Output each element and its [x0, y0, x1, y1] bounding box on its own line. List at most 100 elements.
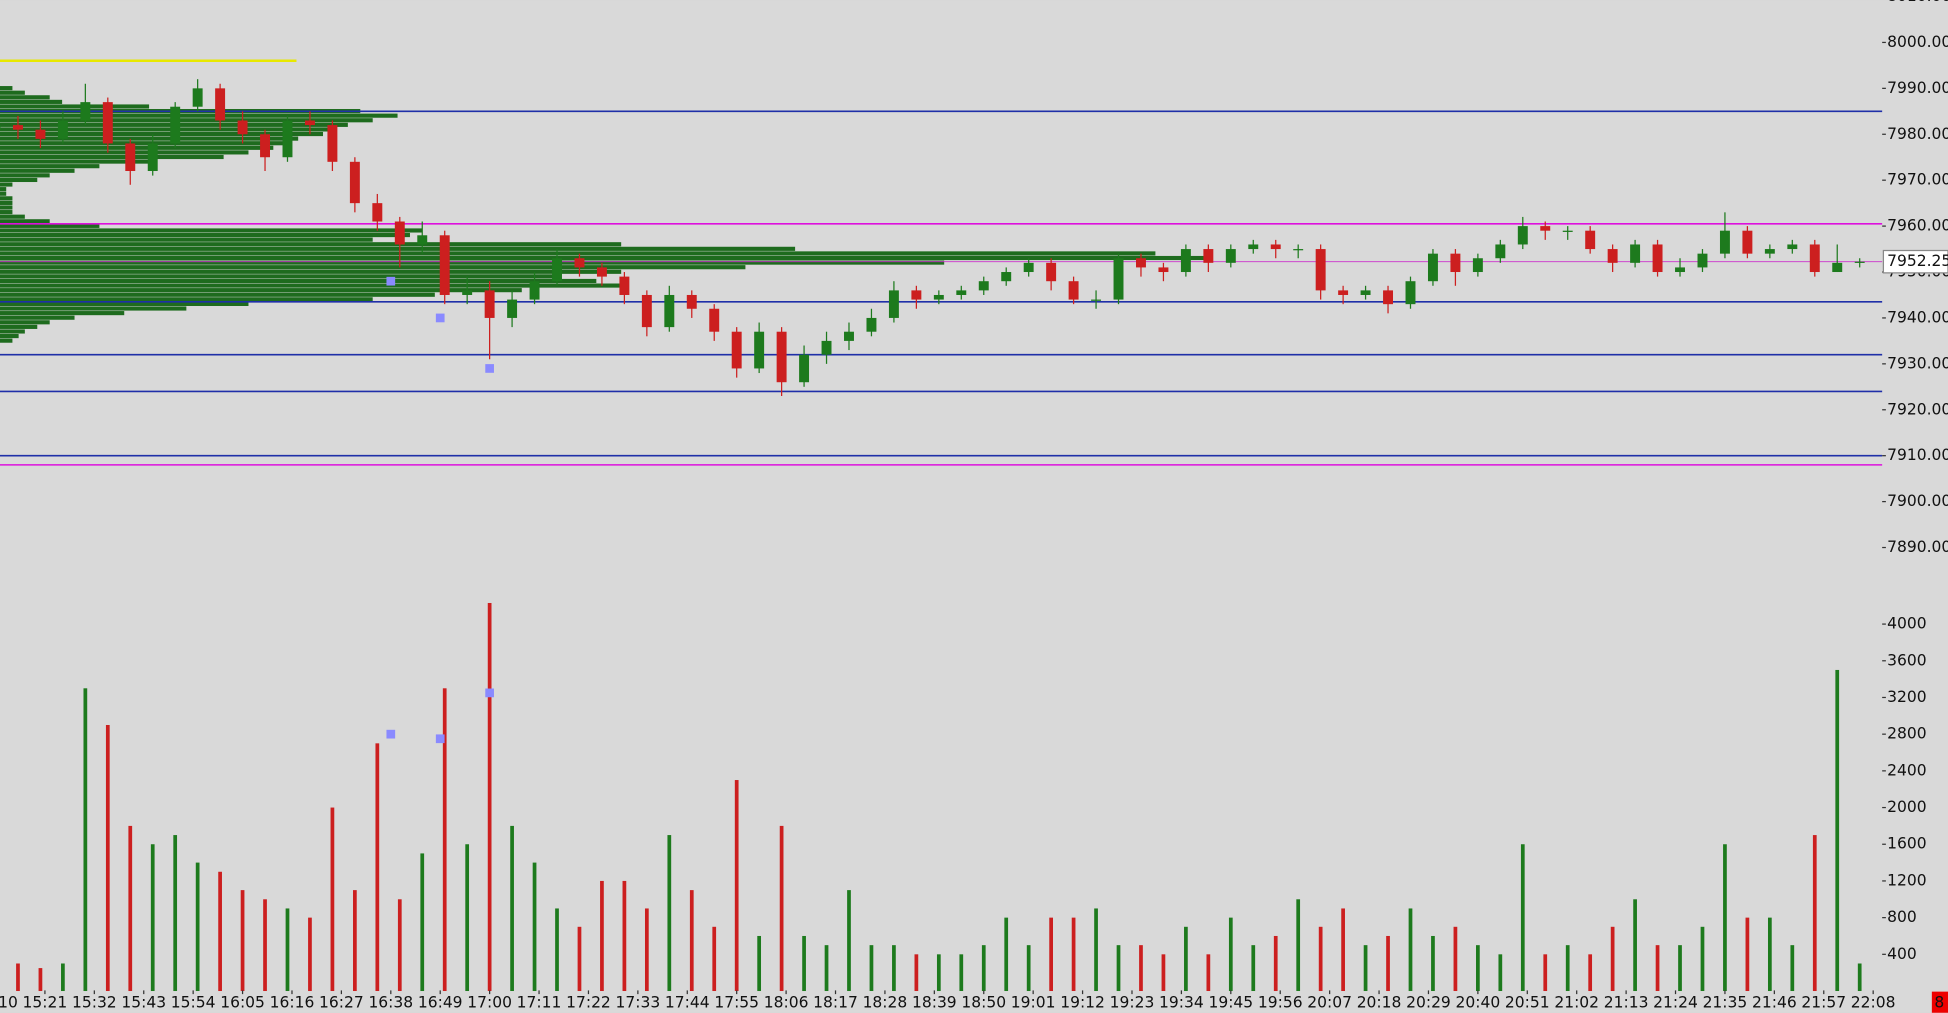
profile-bar: [0, 86, 13, 91]
volume-bar: [734, 780, 739, 992]
candle-body: [821, 340, 832, 355]
candle-body: [1540, 226, 1551, 231]
volume-bar: [1363, 945, 1368, 992]
profile-bar: [0, 187, 7, 192]
x-tick-label: 18:28: [863, 993, 908, 1011]
profile-bar: [0, 320, 50, 325]
x-tick-label: 17:00: [467, 993, 512, 1011]
profile-bar: [0, 260, 945, 265]
candle-body: [641, 294, 652, 328]
y-tick-label: 7990.00: [1887, 79, 1948, 97]
profile-bar: [0, 159, 150, 164]
profile-bar: [0, 251, 1156, 256]
candle-body: [282, 120, 293, 158]
volume-bar: [1116, 945, 1121, 992]
candle-body: [1450, 253, 1461, 273]
candle-body: [394, 221, 405, 245]
candle-body: [439, 235, 450, 295]
volume-bar: [1296, 899, 1301, 992]
profile-bar: [0, 297, 373, 302]
volume-bar: [16, 963, 20, 992]
volume-bar: [1431, 935, 1435, 992]
candle-body: [1427, 253, 1438, 282]
x-tick-label: 20:51: [1505, 993, 1550, 1011]
volume-bar: [308, 917, 312, 992]
candle-body: [933, 294, 944, 300]
profile-bar: [0, 90, 25, 95]
y-tick-label: 7910.00: [1887, 446, 1948, 464]
y-tick-label: 7890.00: [1887, 538, 1948, 556]
profile-bar: [0, 219, 50, 224]
profile-bar: [0, 274, 560, 279]
volume-bar: [1453, 926, 1458, 992]
volume-bar: [712, 926, 717, 992]
volume-bar: [869, 945, 874, 992]
volume-bar: [1857, 963, 1862, 992]
candle-body: [776, 331, 787, 383]
x-tick-label: 19:23: [1110, 993, 1155, 1011]
volume-bar: [1094, 908, 1098, 992]
volume-marker: [386, 729, 396, 739]
x-tick-label: 21:46: [1752, 993, 1797, 1011]
profile-bar: [0, 292, 435, 297]
candle-body: [260, 134, 270, 158]
profile-bar: [0, 154, 224, 160]
volume-tick-label: 800: [1887, 908, 1917, 926]
volume-bar: [1228, 917, 1233, 992]
volume-bar: [802, 935, 806, 992]
profile-bar: [0, 173, 50, 178]
profile-bar: [0, 168, 75, 173]
x-tick-label: 16:16: [270, 993, 315, 1011]
volume-bar: [105, 724, 110, 992]
profile-bar: [0, 191, 7, 196]
candle-body: [12, 125, 23, 130]
x-tick-label: 18:06: [764, 993, 809, 1011]
volume-bar: [847, 890, 851, 992]
candle-body: [1136, 258, 1146, 268]
profile-bar: [0, 269, 622, 274]
volume-bar: [1678, 945, 1682, 992]
x-tick-label: 15:10: [0, 993, 18, 1011]
y-tick-label: 8000.00: [1887, 33, 1948, 51]
volume-bar: [1588, 954, 1593, 992]
volume-tick-label: 3600: [1887, 651, 1927, 669]
x-tick-label: 20:07: [1307, 993, 1352, 1011]
profile-bar: [0, 334, 19, 339]
candle-body: [35, 129, 46, 139]
volume-bar: [779, 825, 784, 992]
x-tick-label: 21:02: [1554, 993, 1599, 1011]
volume-bar: [1520, 844, 1525, 992]
x-tick-label: 17:11: [517, 993, 562, 1011]
volume-bar: [936, 954, 941, 992]
candle-body: [1046, 262, 1057, 282]
candle-body: [1225, 249, 1236, 263]
volume-tick-label: 1600: [1887, 835, 1927, 853]
candle-body: [1315, 249, 1326, 291]
volume-bar: [600, 880, 604, 992]
volume-bar: [150, 844, 155, 992]
x-tick-label: 21:35: [1703, 993, 1748, 1011]
profile-bar: [0, 315, 75, 320]
candle-body: [1293, 249, 1304, 251]
x-tick-label: 21:13: [1604, 993, 1649, 1011]
volume-bar: [1767, 917, 1772, 992]
x-tick-label: 17:22: [566, 993, 611, 1011]
volume-bar: [38, 968, 43, 992]
volume-tick-label: 2800: [1887, 725, 1927, 743]
price-marker: [435, 313, 445, 323]
volume-bar: [1206, 954, 1211, 992]
x-tick-label: 15:43: [121, 993, 166, 1011]
profile-bar: [0, 214, 25, 219]
candle-body: [529, 281, 540, 300]
candle-body: [484, 290, 495, 318]
profile-bar: [0, 288, 522, 293]
candle-body: [192, 88, 203, 107]
profile-bar: [0, 205, 13, 210]
volume-bar: [532, 862, 537, 992]
candle-body: [1203, 249, 1214, 263]
candle-body: [125, 143, 136, 172]
candle-body: [237, 120, 248, 135]
corner-badge-label: 8: [1934, 993, 1944, 1011]
